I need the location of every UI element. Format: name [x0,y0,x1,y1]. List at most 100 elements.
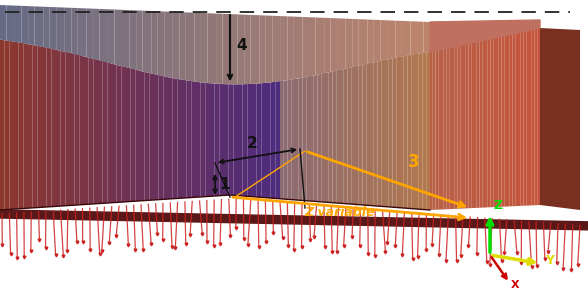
Polygon shape [507,35,510,206]
Polygon shape [477,41,479,208]
Polygon shape [168,77,173,199]
Polygon shape [154,74,159,200]
Polygon shape [518,32,521,206]
Text: 4: 4 [236,38,246,53]
Polygon shape [351,66,355,204]
Polygon shape [22,6,28,44]
Polygon shape [56,7,65,52]
Polygon shape [140,71,145,201]
Polygon shape [201,82,205,197]
Polygon shape [116,65,121,202]
Polygon shape [28,44,33,208]
Polygon shape [215,84,219,196]
Polygon shape [430,51,433,210]
Polygon shape [433,51,436,210]
Polygon shape [238,84,243,196]
Polygon shape [210,83,215,196]
Polygon shape [485,40,488,208]
Polygon shape [179,12,186,80]
Polygon shape [449,47,452,209]
Polygon shape [78,8,86,57]
Polygon shape [270,82,275,199]
Polygon shape [121,10,129,68]
Polygon shape [223,14,229,84]
Polygon shape [302,17,309,78]
Polygon shape [14,42,19,209]
Polygon shape [70,53,75,206]
Polygon shape [366,63,370,206]
Polygon shape [396,57,400,208]
Polygon shape [173,12,179,79]
Polygon shape [510,34,513,206]
Polygon shape [229,84,233,195]
Polygon shape [499,36,502,207]
Polygon shape [281,16,288,81]
Polygon shape [385,59,389,207]
Polygon shape [417,22,423,54]
Polygon shape [295,78,299,200]
Polygon shape [444,48,446,209]
Polygon shape [355,66,359,205]
Polygon shape [393,57,396,207]
Polygon shape [233,84,238,195]
Polygon shape [61,51,65,206]
Polygon shape [463,44,466,209]
Polygon shape [502,36,505,207]
Polygon shape [238,14,244,84]
Polygon shape [309,17,316,76]
Polygon shape [329,71,332,203]
Polygon shape [0,210,588,230]
Polygon shape [216,14,223,84]
Polygon shape [441,49,444,209]
Polygon shape [526,30,529,206]
Polygon shape [275,81,280,199]
Polygon shape [284,80,288,199]
Polygon shape [411,54,415,209]
Polygon shape [99,9,108,63]
Polygon shape [35,6,43,47]
Polygon shape [205,83,210,197]
Polygon shape [182,80,186,198]
Polygon shape [482,40,485,208]
Polygon shape [65,8,71,53]
Polygon shape [474,42,477,208]
Polygon shape [136,10,143,71]
Polygon shape [145,72,149,201]
Polygon shape [540,28,580,210]
Polygon shape [488,39,490,207]
Text: X: X [510,280,519,290]
Polygon shape [521,32,523,206]
Polygon shape [381,60,385,207]
Polygon shape [121,66,126,202]
Polygon shape [164,12,173,78]
Polygon shape [402,21,410,57]
Polygon shape [457,45,460,209]
Polygon shape [404,56,407,208]
Polygon shape [534,29,537,205]
Polygon shape [149,73,154,200]
Polygon shape [89,58,93,204]
Polygon shape [294,17,302,79]
Polygon shape [266,82,270,198]
Polygon shape [259,15,266,83]
Polygon shape [415,54,419,209]
Polygon shape [455,46,457,209]
Polygon shape [359,19,368,66]
Polygon shape [6,5,13,42]
Polygon shape [332,71,336,203]
Polygon shape [93,9,99,60]
Polygon shape [84,57,89,205]
Polygon shape [151,11,158,75]
Polygon shape [98,60,103,204]
Text: Y: Y [545,254,554,268]
Polygon shape [13,5,22,43]
Polygon shape [37,46,42,208]
Polygon shape [389,20,395,59]
Polygon shape [158,11,164,76]
Polygon shape [19,42,24,209]
Polygon shape [196,82,201,197]
Polygon shape [344,68,348,204]
Polygon shape [460,45,463,209]
Polygon shape [493,38,496,207]
Polygon shape [0,40,5,210]
